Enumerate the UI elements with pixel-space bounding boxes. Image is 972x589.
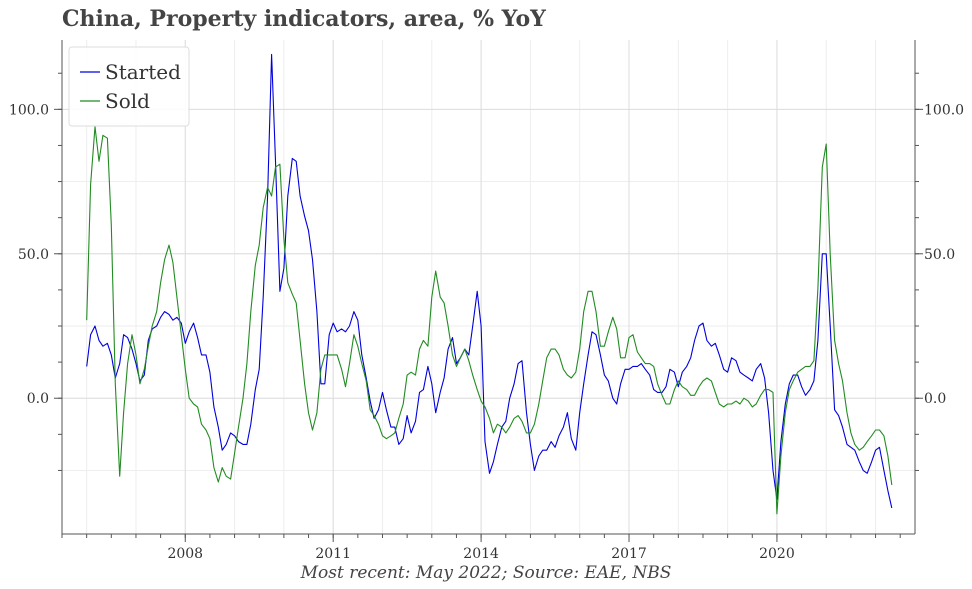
series-line-started [86,53,893,509]
x-tick-label: 2020 [759,546,795,560]
line-chart: 2008 2011 2014 2017 2020 0.0 0.0 50.0 50.0 100.0 1… [9,40,964,560]
plot-area [62,40,915,534]
x-tick-label: 2017 [611,546,647,560]
chart-title: China, Property indicators, area, % YoY [62,6,546,32]
legend-label-sold: Sold [105,89,150,113]
data-series [86,53,893,515]
y-tick-label-right: 100.0 [924,102,964,118]
legend-label-started: Started [105,60,181,84]
y-tick-label-right: 50.0 [924,247,955,263]
y-tick-label-right: 0.0 [924,391,946,407]
x-tick-label: 2008 [167,546,203,560]
y-tick-label-left: 0.0 [27,391,49,407]
source-footnote: Most recent: May 2022; Source: EAE, NBS [300,563,672,583]
y-tick-label-left: 50.0 [18,247,49,263]
y-tick-label-left: 100.0 [9,102,49,118]
x-tick-label: 2011 [315,546,351,560]
legend-box [68,46,190,127]
axes: 2008 2011 2014 2017 2020 0.0 0.0 50.0 50.0 100.0 1… [9,40,964,560]
x-tick-label: 2014 [463,546,499,560]
legend: Started Sold [68,46,190,127]
series-line-sold [86,126,893,515]
